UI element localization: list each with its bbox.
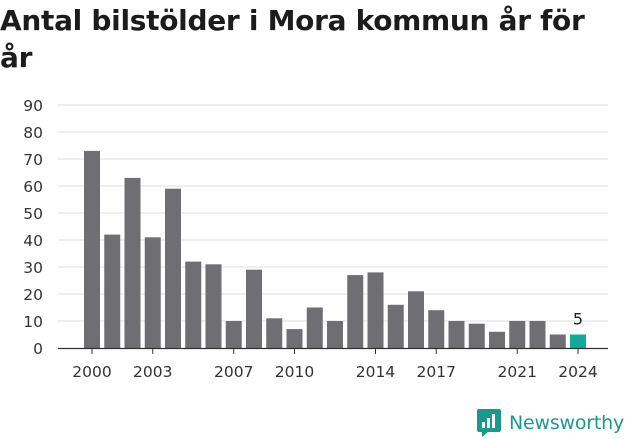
bar-2024 [570,334,586,348]
x-tick-label: 2010 [275,363,314,381]
bar-2008 [246,269,262,348]
y-tick-label: 60 [23,178,43,196]
x-tick-label: 2014 [356,363,395,381]
bar-2012 [327,321,343,348]
bar-2007 [225,321,242,348]
x-tick-label: 2000 [72,363,111,381]
bar-2010 [286,329,303,348]
bar-2020 [489,331,505,348]
brand-name: Newsworthy [509,412,625,434]
bar-2002 [124,177,141,348]
y-tick-label: 80 [23,124,43,142]
y-tick-label: 70 [23,151,43,169]
data-label-2024: 5 [573,310,583,329]
gridlines [58,104,608,322]
bar-2011 [306,307,323,348]
y-tick-label: 10 [23,313,43,331]
x-tick-label: 2017 [417,363,456,381]
bar-2006 [205,264,222,348]
bar-2014 [367,272,384,348]
bar-2004 [165,188,181,348]
bar-2019 [468,323,485,348]
x-axis: 2000 2003 2007 2010 2014 2017 2021 2024 [58,347,608,381]
y-tick-label: 0 [33,340,43,358]
bar-2021 [509,321,526,348]
bar-2001 [104,234,121,348]
bar-2016 [408,291,424,348]
data-labels: 5 [573,310,583,329]
bar-2003 [144,237,161,348]
bar-2009 [266,318,283,348]
y-tick-label: 20 [23,286,43,304]
bar-2023 [549,334,566,348]
bar-2018 [448,321,465,348]
newsworthy-logo-icon [477,409,501,437]
x-tick-label: 2024 [558,363,597,381]
bar-2015 [387,304,404,348]
y-tick-label: 50 [23,205,43,223]
y-tick-label: 90 [23,97,43,115]
brand-logo: Newsworthy [476,407,624,439]
y-axis: 0 10 20 30 40 50 60 70 80 90 [23,97,43,358]
bars [84,150,586,348]
bar-2000 [84,150,100,348]
y-tick-label: 40 [23,232,43,250]
bar-2017 [428,310,445,348]
bar-2005 [185,261,202,348]
bar-2022 [529,321,546,348]
x-tick-label: 2021 [498,363,537,381]
x-tick-label: 2003 [133,363,172,381]
y-tick-label: 30 [23,259,43,277]
x-tick-label: 2007 [214,363,253,381]
chart-title: Antal bilstölder i Mora kommun år för år [0,4,585,74]
bar-2013 [347,275,364,348]
